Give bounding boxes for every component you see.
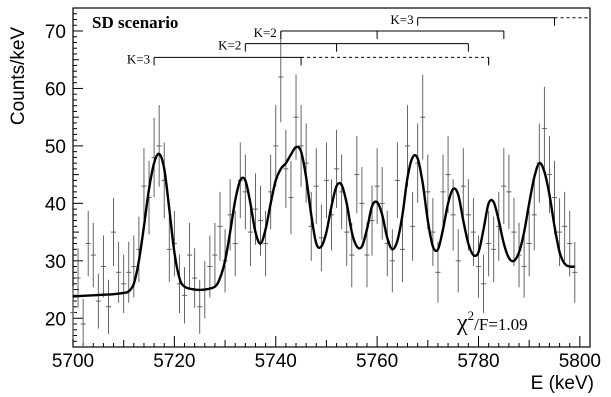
data-point: [394, 142, 400, 219]
band-marker: K=3: [127, 51, 490, 66]
data-point: [273, 105, 279, 187]
data-point: [258, 185, 264, 256]
data-point: [131, 235, 137, 298]
band-markers: K=3 K=2 K=2 K=3: [127, 12, 590, 66]
fit-curve: [72, 145, 575, 298]
data-point: [450, 179, 456, 251]
data-point: [90, 222, 96, 288]
band-marker: K=3: [390, 12, 590, 27]
data-point: [562, 191, 568, 261]
data-point: [318, 204, 324, 272]
data-point: [541, 86, 547, 171]
band-marker: K=2: [254, 25, 505, 40]
data-point: [70, 286, 76, 339]
y-axis-label: Counts/keV: [8, 27, 29, 126]
data-point: [217, 191, 223, 261]
x-tick-label: 5720: [153, 351, 195, 372]
chart-title: SD scenario: [92, 13, 178, 32]
chi-value: /F=1.09: [474, 315, 528, 334]
x-tick-label: 5700: [52, 351, 94, 372]
data-point: [491, 216, 497, 283]
data-point: [212, 222, 218, 288]
data-point: [105, 279, 112, 334]
data-point: [232, 210, 238, 277]
data-point: [379, 167, 385, 240]
data-point: [141, 148, 147, 225]
data-point: [278, 31, 284, 123]
data-point: [85, 210, 91, 277]
x-tick-label: 5780: [457, 351, 499, 372]
data-point: [80, 298, 86, 347]
data-point: [111, 198, 117, 266]
data-point: [465, 179, 471, 251]
data-point: [455, 229, 461, 293]
data-point: [283, 129, 289, 208]
data-point: [374, 148, 380, 225]
data-point: [288, 160, 294, 235]
data-point: [156, 105, 162, 187]
data-point: [435, 241, 441, 303]
data-point: [181, 267, 188, 324]
x-axis-ticks: 5700 5720 5740 5760 5780 5800: [52, 336, 601, 372]
data-point: [481, 254, 487, 314]
y-tick-label: 40: [45, 194, 66, 215]
x-axis-label: E (keV): [531, 373, 594, 394]
data-point: [121, 254, 127, 314]
data-point: [334, 129, 340, 208]
data-point: [440, 154, 446, 230]
data-point: [475, 235, 482, 298]
data-point: [531, 179, 537, 251]
data-point: [369, 185, 375, 256]
data-point: [298, 105, 304, 187]
x-tick-label: 5760: [356, 351, 398, 372]
data-point: [420, 74, 426, 160]
data-point: [399, 216, 405, 283]
chi-symbol: χ: [456, 310, 468, 336]
data-point: [354, 136, 360, 214]
y-tick-label: 70: [45, 22, 66, 43]
y-tick-label: 30: [45, 252, 66, 273]
data-point: [293, 74, 299, 160]
data-point: [506, 154, 512, 230]
band-label: K=3: [390, 12, 413, 27]
data-point: [526, 210, 532, 277]
data-point: [521, 235, 527, 298]
data-point: [572, 241, 578, 303]
band-marker: K=2: [218, 38, 469, 53]
data-point: [359, 167, 365, 240]
data-point: [207, 235, 213, 298]
x-tick-label: 5740: [255, 351, 297, 372]
data-point: [410, 191, 416, 261]
data-point: [313, 148, 319, 225]
data-point: [389, 229, 395, 293]
y-tick-label: 20: [45, 309, 66, 330]
data-point: [95, 273, 101, 329]
data-point: [75, 248, 81, 308]
data-point: [501, 148, 507, 225]
band-label: K=3: [127, 51, 150, 66]
data-point: [100, 235, 106, 298]
data-point: [126, 241, 132, 303]
y-axis-ticks: 20 30 40 50 60 70: [45, 7, 83, 348]
data-point: [263, 210, 269, 277]
data-point: [197, 279, 203, 334]
plot-area-frame: [72, 7, 591, 348]
data-point: [460, 148, 466, 225]
data-points: [70, 31, 578, 347]
data-point: [192, 248, 198, 308]
band-label: K=2: [254, 25, 277, 40]
data-point: [511, 198, 517, 266]
chi-exponent: 2: [468, 308, 475, 323]
data-point: [187, 222, 193, 288]
x-tick-label: 5800: [559, 351, 601, 372]
y-tick-label: 50: [45, 137, 66, 158]
data-point: [166, 216, 172, 283]
data-point: [486, 210, 492, 277]
chi-square-annotation: χ2/F=1.09: [456, 308, 528, 336]
band-label: K=2: [218, 38, 241, 53]
data-point: [430, 198, 436, 266]
data-point: [323, 142, 329, 219]
y-tick-label: 60: [45, 79, 66, 100]
